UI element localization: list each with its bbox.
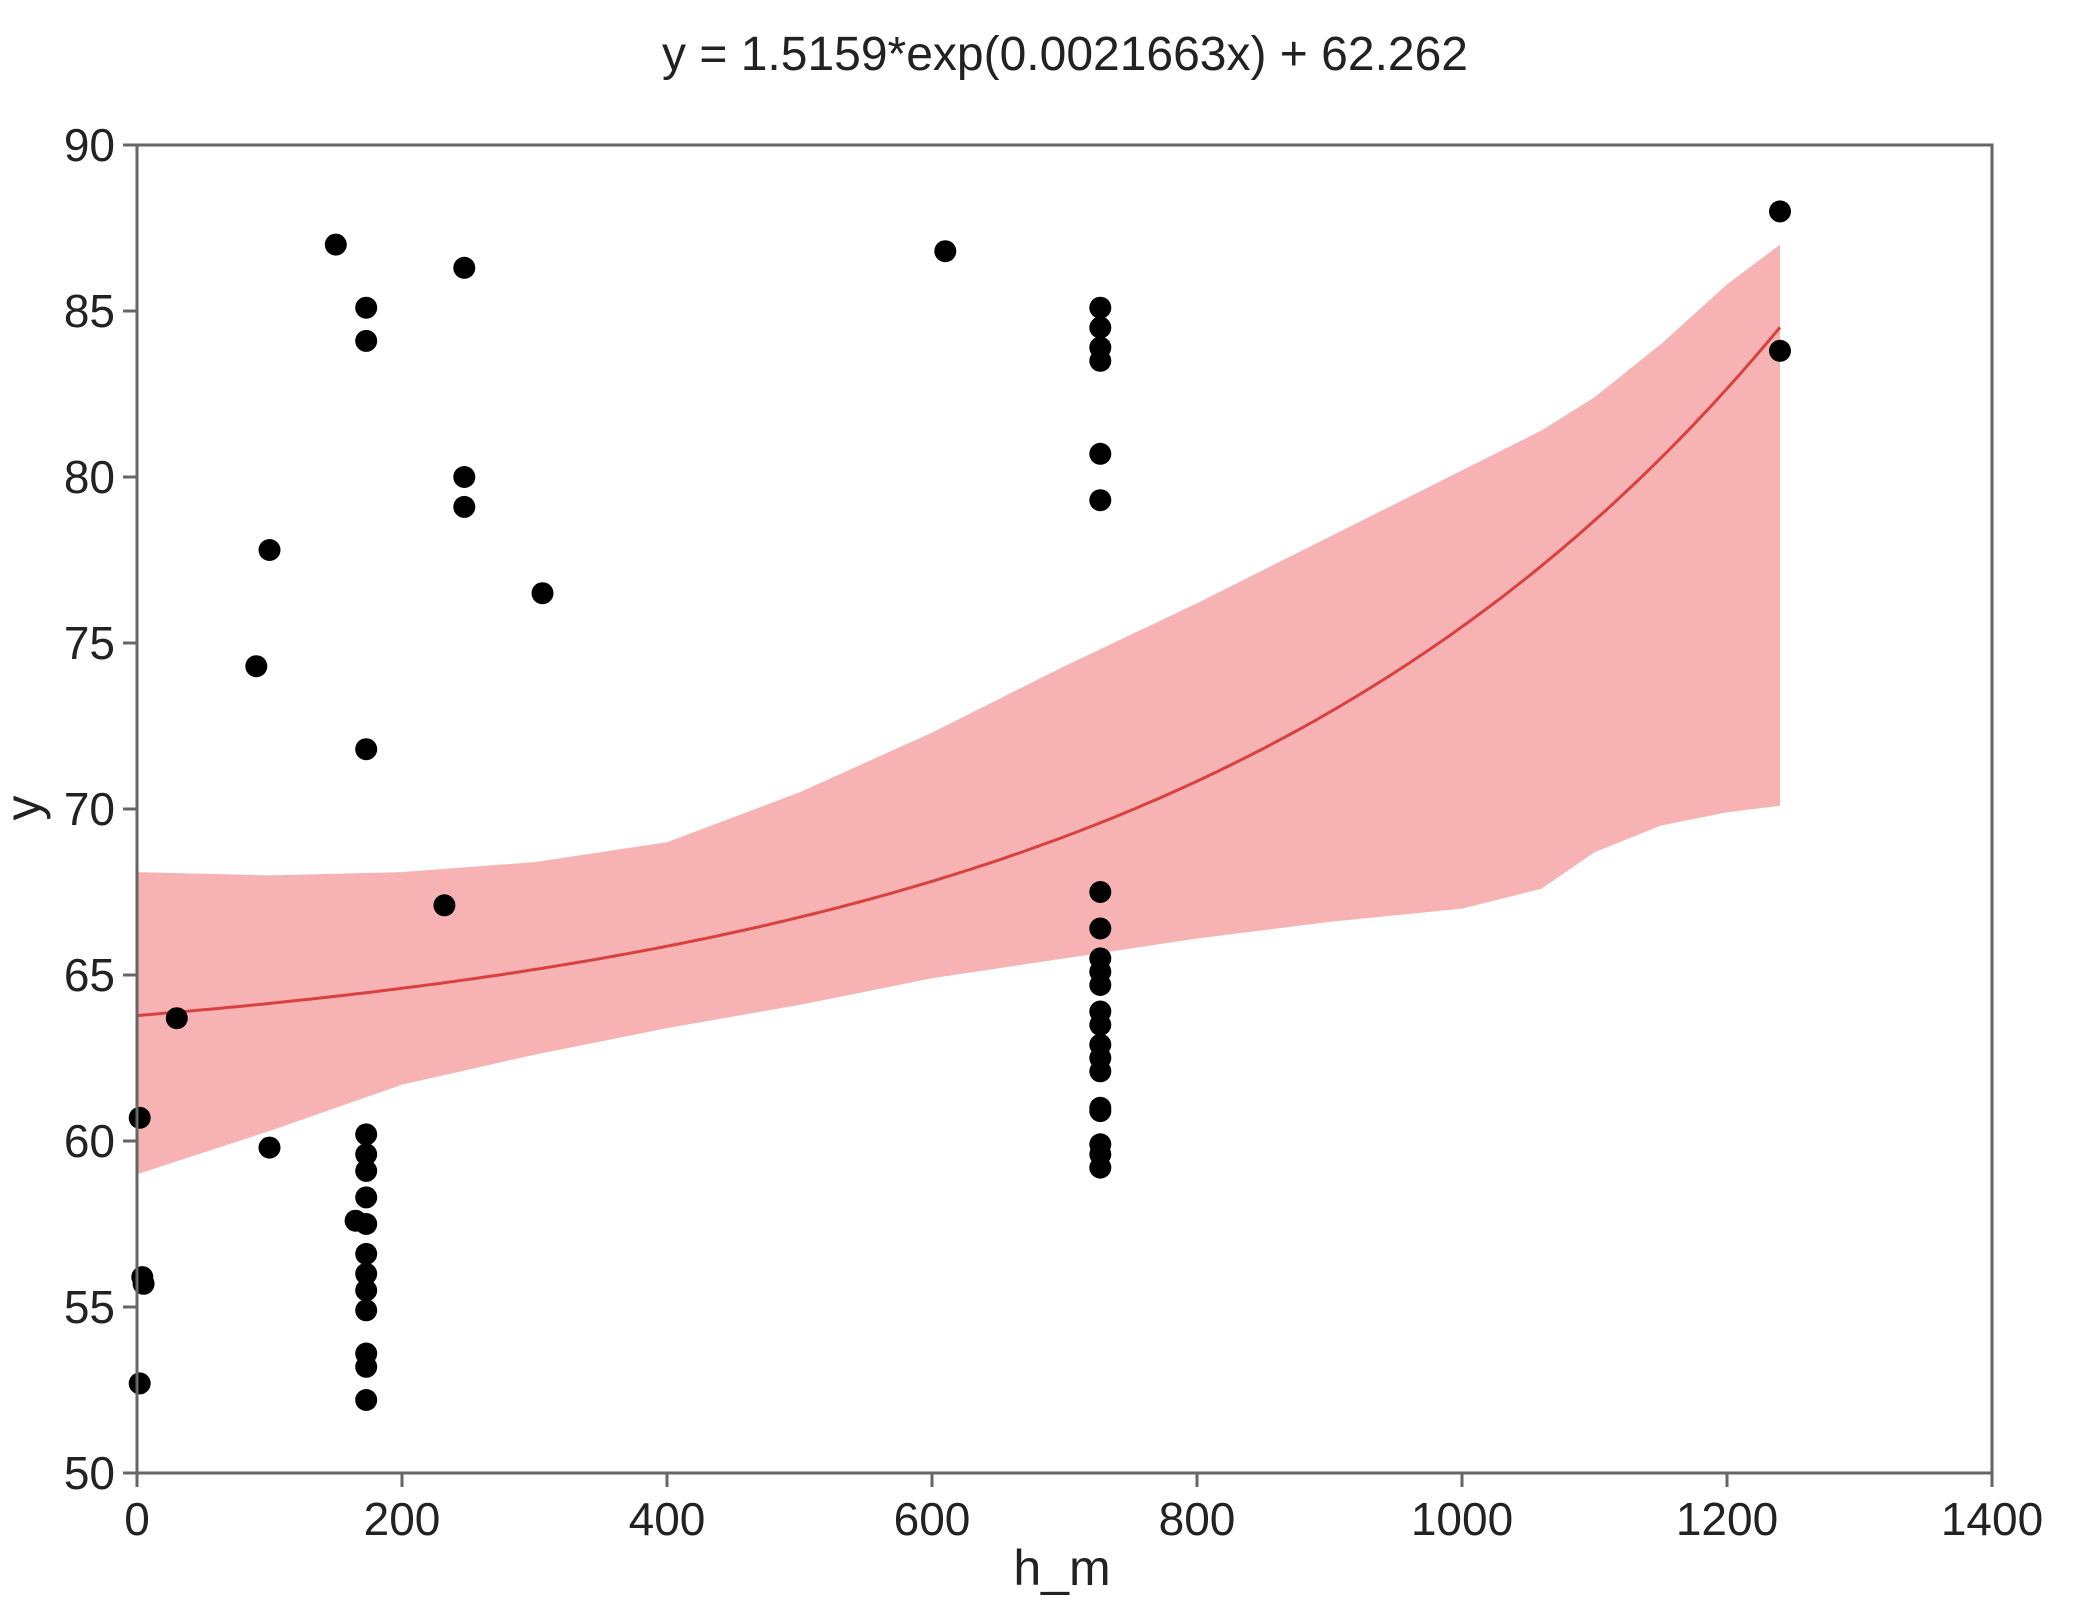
- y-tick-label: 75: [64, 617, 115, 669]
- data-points-layer: [128, 200, 1791, 1411]
- data-point: [934, 240, 957, 263]
- x-tick-label: 1000: [1411, 1493, 1513, 1545]
- x-axis-title: h_m: [1013, 1540, 1110, 1596]
- data-point: [453, 466, 476, 488]
- x-tick-label: 800: [1159, 1493, 1236, 1545]
- data-point: [355, 296, 378, 319]
- confidence-band: [137, 244, 1780, 1175]
- data-point: [355, 329, 378, 352]
- data-point: [165, 1007, 188, 1030]
- x-tick-label: 200: [364, 1493, 441, 1545]
- data-point: [1769, 200, 1791, 223]
- data-point: [1089, 442, 1112, 465]
- y-axis-title: y: [0, 796, 51, 821]
- data-point: [1089, 1156, 1112, 1179]
- data-point: [355, 1159, 378, 1182]
- data-point: [324, 233, 347, 256]
- y-tick-label: 55: [64, 1281, 115, 1333]
- y-tick-label: 85: [64, 285, 115, 337]
- data-point: [453, 495, 476, 518]
- data-point: [355, 1279, 378, 1302]
- y-axis-ticks: 50 55 60 65 70 75 80 85 90: [64, 119, 137, 1499]
- fit-curve: [136, 326, 1782, 1018]
- data-point: [245, 655, 268, 678]
- data-point: [1089, 881, 1112, 903]
- data-point: [355, 1143, 378, 1166]
- y-tick-label: 80: [64, 451, 115, 503]
- data-point: [355, 1186, 378, 1209]
- data-point: [355, 1355, 378, 1378]
- data-point: [433, 894, 456, 917]
- data-point: [531, 582, 554, 605]
- fit-curve-layer: [136, 326, 1782, 1018]
- data-point: [355, 1213, 378, 1235]
- data-point: [1089, 1013, 1112, 1036]
- confidence-band-layer: [137, 244, 1780, 1175]
- data-point: [1089, 316, 1112, 339]
- data-point: [1769, 339, 1791, 362]
- data-point: [1089, 974, 1112, 996]
- data-point: [355, 1262, 378, 1285]
- y-tick-label: 70: [64, 783, 115, 835]
- data-point: [1089, 1100, 1112, 1123]
- data-point: [1089, 917, 1112, 940]
- x-axis-ticks: 0 200 400 600 800 1000 1200 1400: [124, 1473, 2043, 1545]
- y-tick-label: 50: [64, 1447, 115, 1499]
- data-point: [1089, 489, 1112, 512]
- data-point: [258, 539, 281, 561]
- data-point: [128, 1372, 151, 1395]
- data-point: [355, 1389, 378, 1411]
- x-tick-label: 1400: [1941, 1493, 2043, 1545]
- x-tick-label: 400: [629, 1493, 706, 1545]
- data-point: [1089, 296, 1112, 319]
- data-point: [1089, 1060, 1112, 1083]
- data-point: [355, 1123, 378, 1146]
- x-tick-label: 600: [894, 1493, 971, 1545]
- data-point: [258, 1136, 281, 1159]
- data-point: [355, 1299, 378, 1322]
- y-tick-label: 90: [64, 119, 115, 171]
- data-point: [355, 738, 378, 761]
- chart-title: y = 1.5159*exp(0.0021663x) + 62.262: [662, 28, 1468, 81]
- data-point: [355, 1242, 378, 1265]
- y-tick-label: 65: [64, 949, 115, 1001]
- data-point: [453, 256, 476, 279]
- y-tick-label: 60: [64, 1115, 115, 1167]
- x-tick-label: 0: [124, 1493, 150, 1545]
- x-tick-label: 1200: [1676, 1493, 1778, 1545]
- data-point: [128, 1106, 151, 1129]
- data-point: [1089, 349, 1112, 372]
